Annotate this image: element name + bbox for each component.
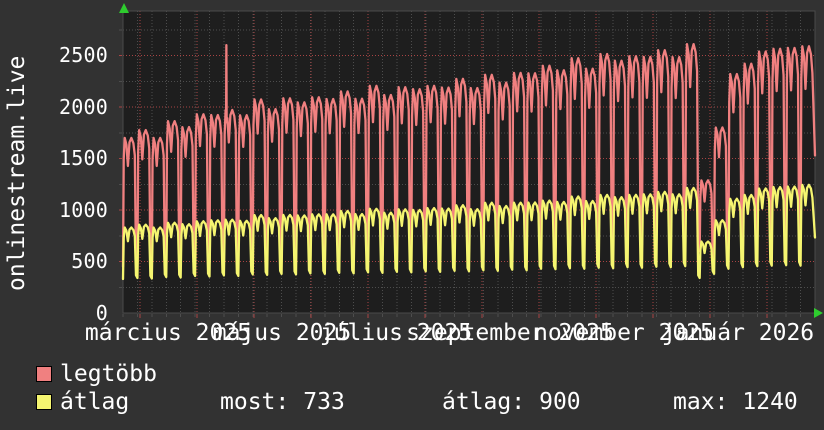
stat-atlag-label: átlag: <box>442 389 526 415</box>
x-tick-label: május 2025 <box>212 320 352 346</box>
y-tick-label: 0 <box>95 301 108 325</box>
y-tick-label: 1500 <box>59 146 108 170</box>
x-tick-label: január 2026 <box>661 320 815 346</box>
axis-arrow-right-icon <box>814 308 823 318</box>
stat-most-value: 733 <box>303 389 345 415</box>
legend-swatch-atlag-icon <box>36 394 52 410</box>
y-tick-label: 500 <box>71 249 108 273</box>
stat-most-label: most: <box>220 389 290 415</box>
y-tick-label: 2000 <box>59 95 108 119</box>
stat-max-label: max: <box>673 389 729 415</box>
y-tick-label: 2500 <box>59 43 108 67</box>
axis-arrow-up-icon <box>119 3 129 13</box>
stat-atlag: átlag: 900 <box>442 390 581 414</box>
legend-label-legtobb: legtöbb <box>60 361 157 387</box>
x-tick-label: július 2025 <box>319 320 473 346</box>
x-tick-label: szeptember 2025 <box>406 320 614 346</box>
x-tick-label: március 2025 <box>84 320 252 346</box>
y-tick-label: 1000 <box>59 198 108 222</box>
stat-atlag-value: 900 <box>539 389 581 415</box>
x-tick-label: november 2025 <box>533 320 714 346</box>
stat-most: most: 733 <box>220 390 345 414</box>
stat-max-value: 1240 <box>742 389 798 415</box>
legend-label-atlag: átlag <box>60 389 130 415</box>
legend-swatch-legtobb-icon <box>36 366 52 382</box>
stat-max: max: 1240 <box>673 390 798 414</box>
